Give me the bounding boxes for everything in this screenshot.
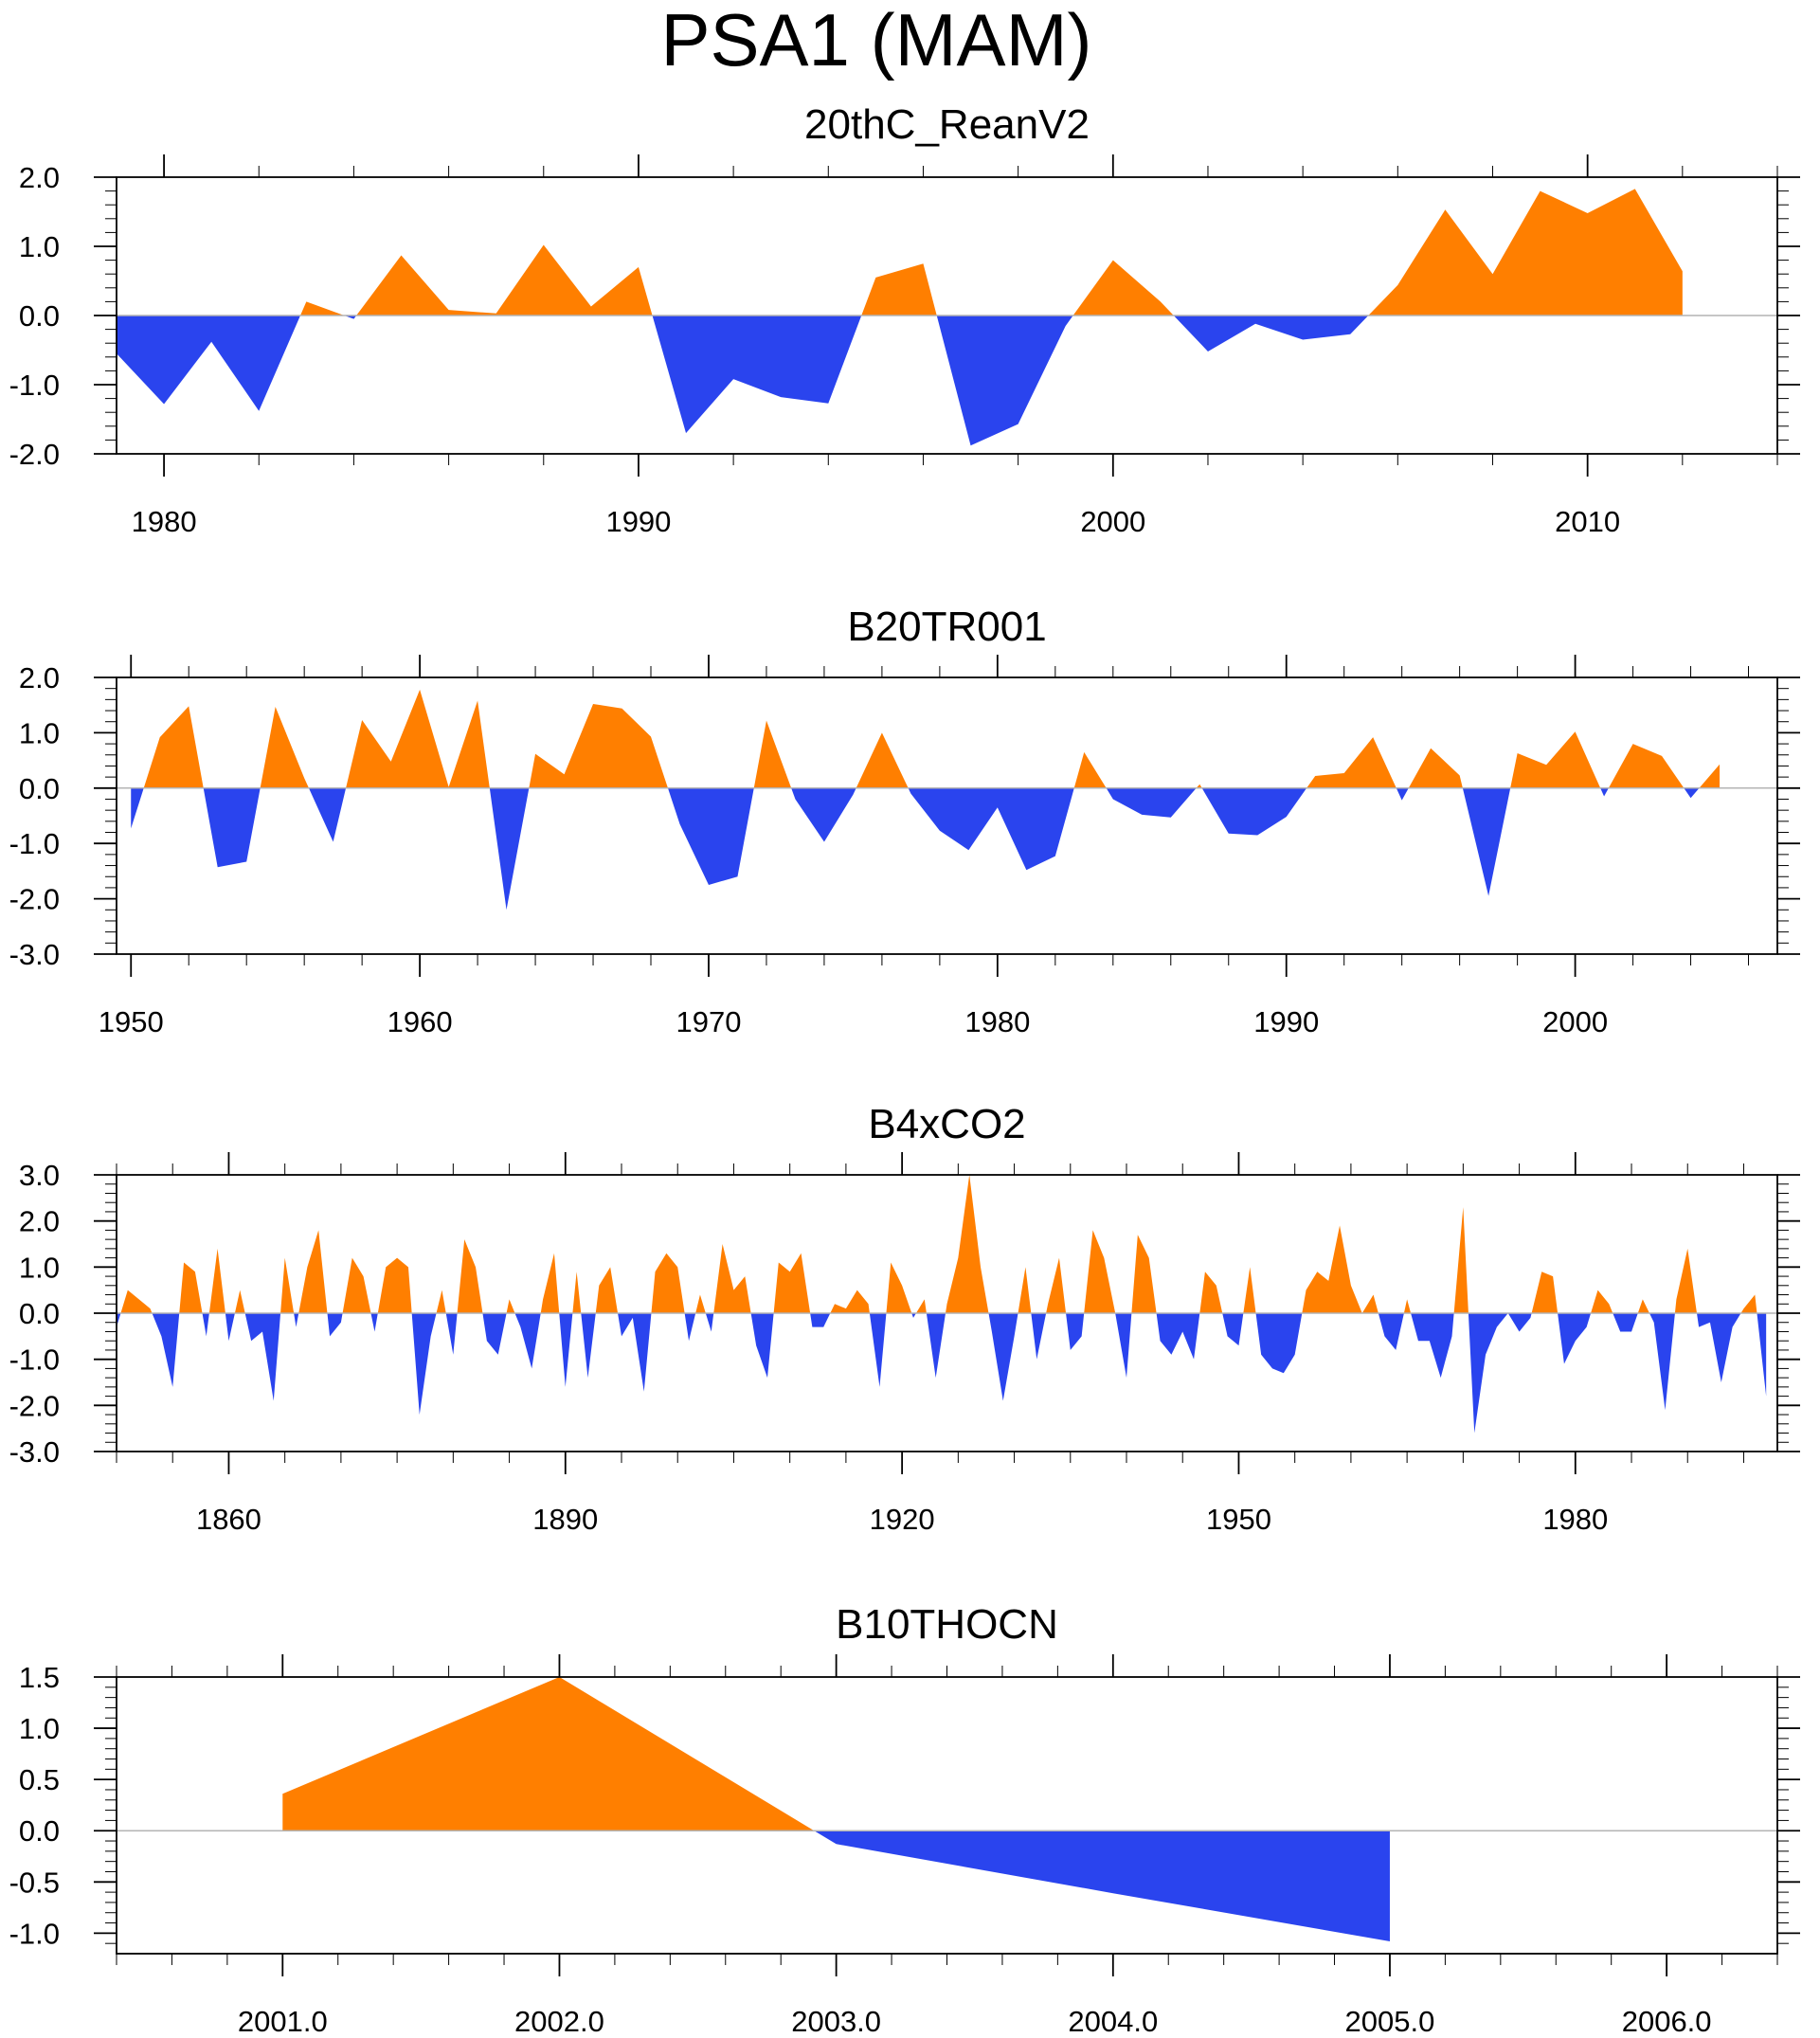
- x-tick-label: 1920: [870, 1503, 935, 1536]
- negative-area: [282, 1831, 1390, 1942]
- x-tick-label: 2001.0: [238, 2005, 328, 2038]
- y-tick-label: -3.0: [9, 938, 60, 971]
- main-title: PSA1 (MAM): [660, 0, 1092, 81]
- y-tick-label: -1.0: [9, 369, 60, 402]
- chart-panel-1: 20thC_ReanV2 -2.0 -1.0 0.0 1.0 2.0 1980 1990 200…: [9, 101, 1800, 538]
- chart-panel-2: B20TR001 -3.0 -2.0 -1.0 0.0 1.0 2.0 1950 1960 197…: [9, 604, 1800, 1038]
- x-tick-label: 2000: [1542, 1005, 1608, 1038]
- x-tick-label: 2006.0: [1622, 2005, 1712, 2038]
- x-tick-label: 2010: [1555, 505, 1620, 538]
- panel-title: B4xCO2: [868, 1101, 1025, 1147]
- x-tick-label: 2004.0: [1068, 2005, 1158, 2038]
- x-tick-label: 2005.0: [1345, 2005, 1435, 2038]
- y-tick-label: 0.5: [19, 1763, 60, 1796]
- negative-area: [117, 316, 1683, 446]
- x-tick-label: 1950: [1206, 1503, 1271, 1536]
- x-tick-label: 1980: [132, 505, 197, 538]
- y-tick-label: 1.0: [19, 1712, 60, 1745]
- y-tick-label: 1.0: [19, 716, 60, 749]
- y-tick-label: 2.0: [19, 1205, 60, 1238]
- plot-frame: [116, 676, 1778, 955]
- panel-title: B20TR001: [847, 604, 1046, 650]
- x-tick-label: 1980: [964, 1005, 1030, 1038]
- y-tick-label: 0.0: [19, 772, 60, 805]
- y-tick-label: 0.0: [19, 299, 60, 333]
- positive-area: [117, 189, 1683, 316]
- x-tick-label: 1860: [196, 1503, 261, 1536]
- positive-area: [117, 1175, 1767, 1313]
- y-tick-label: 3.0: [19, 1159, 60, 1192]
- x-tick-label: 1980: [1542, 1503, 1608, 1536]
- y-tick-label: 1.0: [19, 230, 60, 263]
- y-tick-label: 0.0: [19, 1814, 60, 1848]
- y-tick-label: -1.0: [9, 1344, 60, 1377]
- panel-title: 20thC_ReanV2: [804, 101, 1090, 148]
- y-tick-label: -0.5: [9, 1866, 60, 1899]
- y-tick-label: 1.5: [19, 1661, 60, 1694]
- x-tick-label: 1990: [605, 505, 671, 538]
- negative-area: [131, 787, 1721, 911]
- panel-title: B10THOCN: [836, 1601, 1058, 1648]
- x-tick-label: 2000: [1080, 505, 1145, 538]
- y-tick-label: -2.0: [9, 883, 60, 916]
- y-tick-label: 0.0: [19, 1297, 60, 1330]
- y-tick-label: -1.0: [9, 1917, 60, 1950]
- x-tick-label: 1890: [532, 1503, 598, 1536]
- positive-area: [131, 689, 1721, 788]
- y-tick-label: -2.0: [9, 438, 60, 471]
- x-tick-label: 1950: [99, 1005, 164, 1038]
- chart-panel-3: B4xCO2 -3.0 -2.0 -1.0 0.0 1.0 2.0 3.0 1860 1890 19…: [9, 1101, 1800, 1536]
- y-tick-label: 2.0: [19, 661, 60, 694]
- y-tick-label: 1.0: [19, 1251, 60, 1284]
- chart-panel-4: B10THOCN -1.0 -0.5 0.0 0.5 1.0 1.5 2001.0 2002.0…: [9, 1601, 1800, 2038]
- x-tick-label: 1970: [676, 1005, 741, 1038]
- negative-area: [117, 1313, 1767, 1434]
- y-tick-label: 2.0: [19, 161, 60, 194]
- positive-area: [282, 1677, 1390, 1831]
- y-tick-label: -2.0: [9, 1389, 60, 1422]
- x-tick-label: 2002.0: [514, 2005, 604, 2038]
- y-tick-label: -3.0: [9, 1435, 60, 1469]
- y-tick-label: -1.0: [9, 827, 60, 860]
- x-tick-label: 2003.0: [791, 2005, 881, 2038]
- x-tick-label: 1990: [1253, 1005, 1319, 1038]
- x-tick-label: 1960: [387, 1005, 453, 1038]
